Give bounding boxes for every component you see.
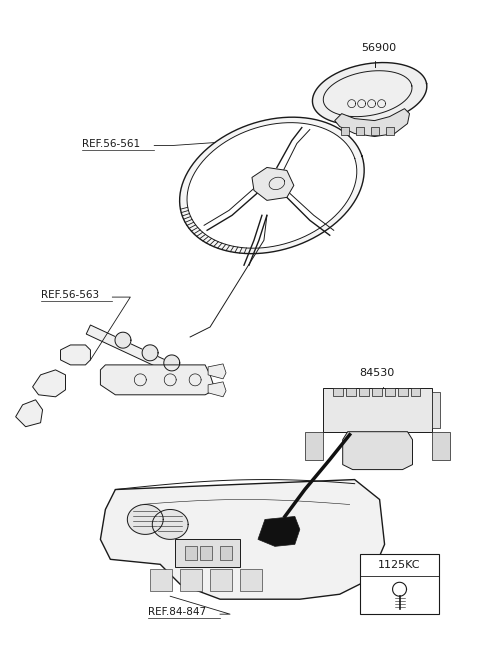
Bar [175, 539, 240, 567]
Bar [385, 127, 394, 134]
Text: 1125KC: 1125KC [378, 560, 421, 570]
Text: REF.84-847: REF.84-847 [148, 607, 206, 617]
Polygon shape [86, 325, 199, 384]
Bar [371, 127, 379, 134]
Text: 84530: 84530 [360, 368, 395, 378]
Bar [359, 388, 369, 396]
Bar [346, 388, 356, 396]
Text: 56900: 56900 [361, 43, 397, 52]
Bar [333, 388, 343, 396]
Text: REF.56-561: REF.56-561 [83, 138, 141, 148]
Polygon shape [208, 364, 226, 379]
Bar [372, 388, 382, 396]
Polygon shape [115, 332, 131, 348]
Polygon shape [252, 167, 294, 200]
Polygon shape [152, 510, 188, 539]
Polygon shape [33, 370, 65, 397]
Polygon shape [100, 365, 215, 395]
Polygon shape [180, 117, 364, 254]
Polygon shape [208, 382, 226, 397]
Bar [341, 127, 348, 134]
Polygon shape [305, 432, 323, 460]
Polygon shape [343, 432, 412, 470]
Polygon shape [16, 400, 43, 426]
Bar [185, 546, 197, 560]
Bar [220, 546, 232, 560]
Polygon shape [100, 480, 384, 599]
Bar [150, 569, 172, 591]
Polygon shape [312, 62, 427, 125]
Bar [360, 554, 439, 614]
Bar [397, 388, 408, 396]
Bar [356, 127, 364, 134]
Bar [410, 388, 420, 396]
Polygon shape [127, 504, 163, 535]
Bar [432, 392, 441, 428]
Polygon shape [258, 516, 300, 546]
Bar [384, 388, 395, 396]
Bar [240, 569, 262, 591]
Polygon shape [164, 355, 180, 371]
Polygon shape [432, 432, 450, 460]
Polygon shape [60, 345, 90, 365]
Polygon shape [335, 109, 409, 136]
Polygon shape [142, 345, 158, 361]
Bar [210, 569, 232, 591]
Bar [323, 388, 432, 432]
Polygon shape [187, 123, 357, 248]
Text: REF.56-563: REF.56-563 [41, 290, 99, 300]
Bar [180, 569, 202, 591]
Bar [200, 546, 212, 560]
